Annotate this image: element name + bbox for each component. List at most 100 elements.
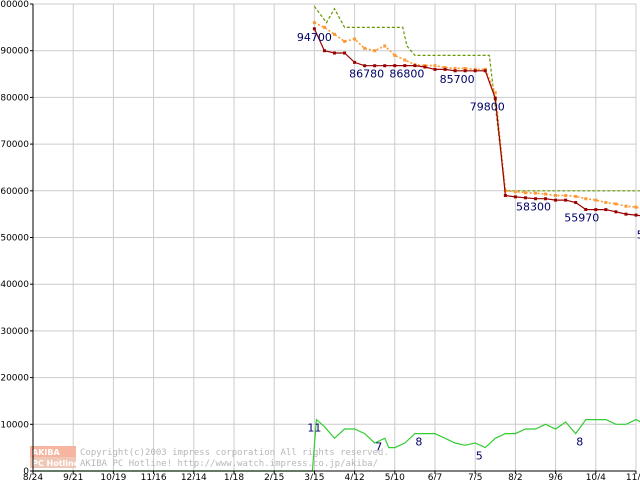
avg-price-point (443, 66, 447, 70)
max-price-line (313, 5, 640, 192)
data-label: 55970 (564, 212, 599, 225)
min-price-point (343, 51, 347, 55)
min-price-point (513, 195, 517, 199)
min-price-point (443, 67, 447, 71)
min-price-point (634, 213, 638, 217)
min-price-point (473, 69, 477, 73)
data-label: 94700 (297, 31, 332, 44)
x-tick-label: 8/24 (23, 473, 43, 480)
min-price-point (322, 49, 326, 53)
data-label: 52400 (637, 228, 640, 241)
x-tick-label: 8/2 (508, 473, 522, 480)
min-price-point (604, 208, 608, 212)
y-tick-label: 80000 (0, 93, 29, 103)
min-price-point (483, 69, 487, 73)
avg-price-point (594, 198, 598, 202)
data-label: 58300 (516, 201, 551, 214)
min-price-point (363, 64, 367, 68)
x-tick-label: 7/5 (468, 473, 482, 480)
copyright-watermark: AKIBA PC Hotline! Copyright(c)2003 impre… (30, 446, 389, 469)
avg-price-point (433, 64, 437, 68)
akiba-logo-bottom (30, 457, 76, 468)
avg-price-point (513, 190, 517, 194)
y-tick-label: 20000 (0, 374, 29, 384)
x-tick-label: 10/4 (586, 473, 606, 480)
avg-price-point (403, 58, 407, 62)
min-price-point (544, 197, 548, 201)
avg-price-point (523, 191, 527, 195)
y-tick-label: 30000 (0, 327, 29, 337)
data-label: 11 (307, 422, 321, 435)
avg-price-point (393, 53, 397, 57)
y-tick-label: 50000 (0, 234, 29, 244)
min-price-point (413, 64, 417, 68)
avg-price-point (333, 32, 336, 36)
x-tick-label: 9/21 (63, 473, 83, 480)
min-price-point (564, 198, 568, 202)
x-tick-label: 10/19 (100, 473, 126, 480)
avg-price-point (634, 205, 638, 209)
akiba-logo-text: AKIBA (32, 448, 60, 457)
y-tick-label: 10000 (0, 420, 29, 430)
min-price-point (554, 198, 558, 202)
avg-price-point (554, 193, 558, 197)
x-tick-label: 5/10 (385, 473, 405, 480)
avg-price-point (463, 66, 467, 70)
min-price-point (584, 207, 588, 211)
site-url-line: AKIBA PC Hotline! http://www.watch.impre… (80, 459, 378, 469)
data-label: 86800 (389, 68, 424, 81)
y-tick-label: 0 (23, 467, 29, 477)
copyright-line: Copyright(c)2003 impress corporation All… (80, 448, 389, 458)
avg-price-point (584, 197, 588, 201)
min-price-point (574, 200, 578, 204)
min-price-line (313, 28, 640, 217)
avg-price-point (564, 193, 568, 197)
min-price-point (614, 210, 618, 214)
min-price-point (373, 64, 377, 68)
min-price-point (403, 64, 407, 68)
y-tick-label: 90000 (0, 47, 29, 57)
avg-price-point (373, 49, 377, 53)
avg-price-point (544, 192, 548, 196)
min-price-point (423, 65, 427, 69)
min-price-point (523, 196, 527, 200)
min-price-point (383, 64, 387, 68)
avg-price-point (574, 194, 578, 198)
x-tick-label: 12/14 (181, 473, 207, 480)
x-tick-label: 11/8 (626, 473, 640, 480)
min-price-point (493, 96, 497, 100)
avg-price-point (534, 191, 537, 195)
min-price-point (312, 27, 316, 31)
avg-price-point (312, 21, 316, 25)
avg-price-point (493, 91, 497, 95)
avg-price-point (624, 204, 628, 208)
min-price-point (333, 51, 336, 55)
data-label: 79800 (470, 100, 505, 113)
data-label: 8 (415, 436, 422, 449)
x-tick-label: 4/12 (344, 473, 364, 480)
avg-price-point (604, 200, 608, 204)
shop-count-line (33, 418, 640, 472)
x-tick-label: 3/15 (304, 473, 324, 480)
x-tick-label: 1/18 (224, 473, 244, 480)
data-label: 86780 (349, 68, 384, 81)
x-tick-label: 11/16 (141, 473, 167, 480)
min-price-point (353, 60, 357, 64)
akiba-logo-top (30, 446, 76, 457)
x-tick-label: 2/15 (264, 473, 284, 480)
x-tick-label: 6/7 (428, 473, 442, 480)
min-price-point (503, 193, 507, 197)
data-label: 5 (476, 450, 483, 463)
y-tick-label: 70000 (0, 140, 29, 150)
min-price-point (594, 208, 598, 212)
min-price-point (534, 197, 537, 201)
pc-hotline-logo-text: PC Hotline! (32, 459, 83, 468)
series-layer (33, 5, 640, 472)
data-label: 8 (576, 436, 583, 449)
grid-lines (32, 3, 637, 472)
avg-price-point (363, 46, 367, 50)
avg-price-point (453, 66, 457, 70)
data-labels: 94700 86780 86800 85700 79800 58300 55970 52400… (297, 31, 640, 463)
